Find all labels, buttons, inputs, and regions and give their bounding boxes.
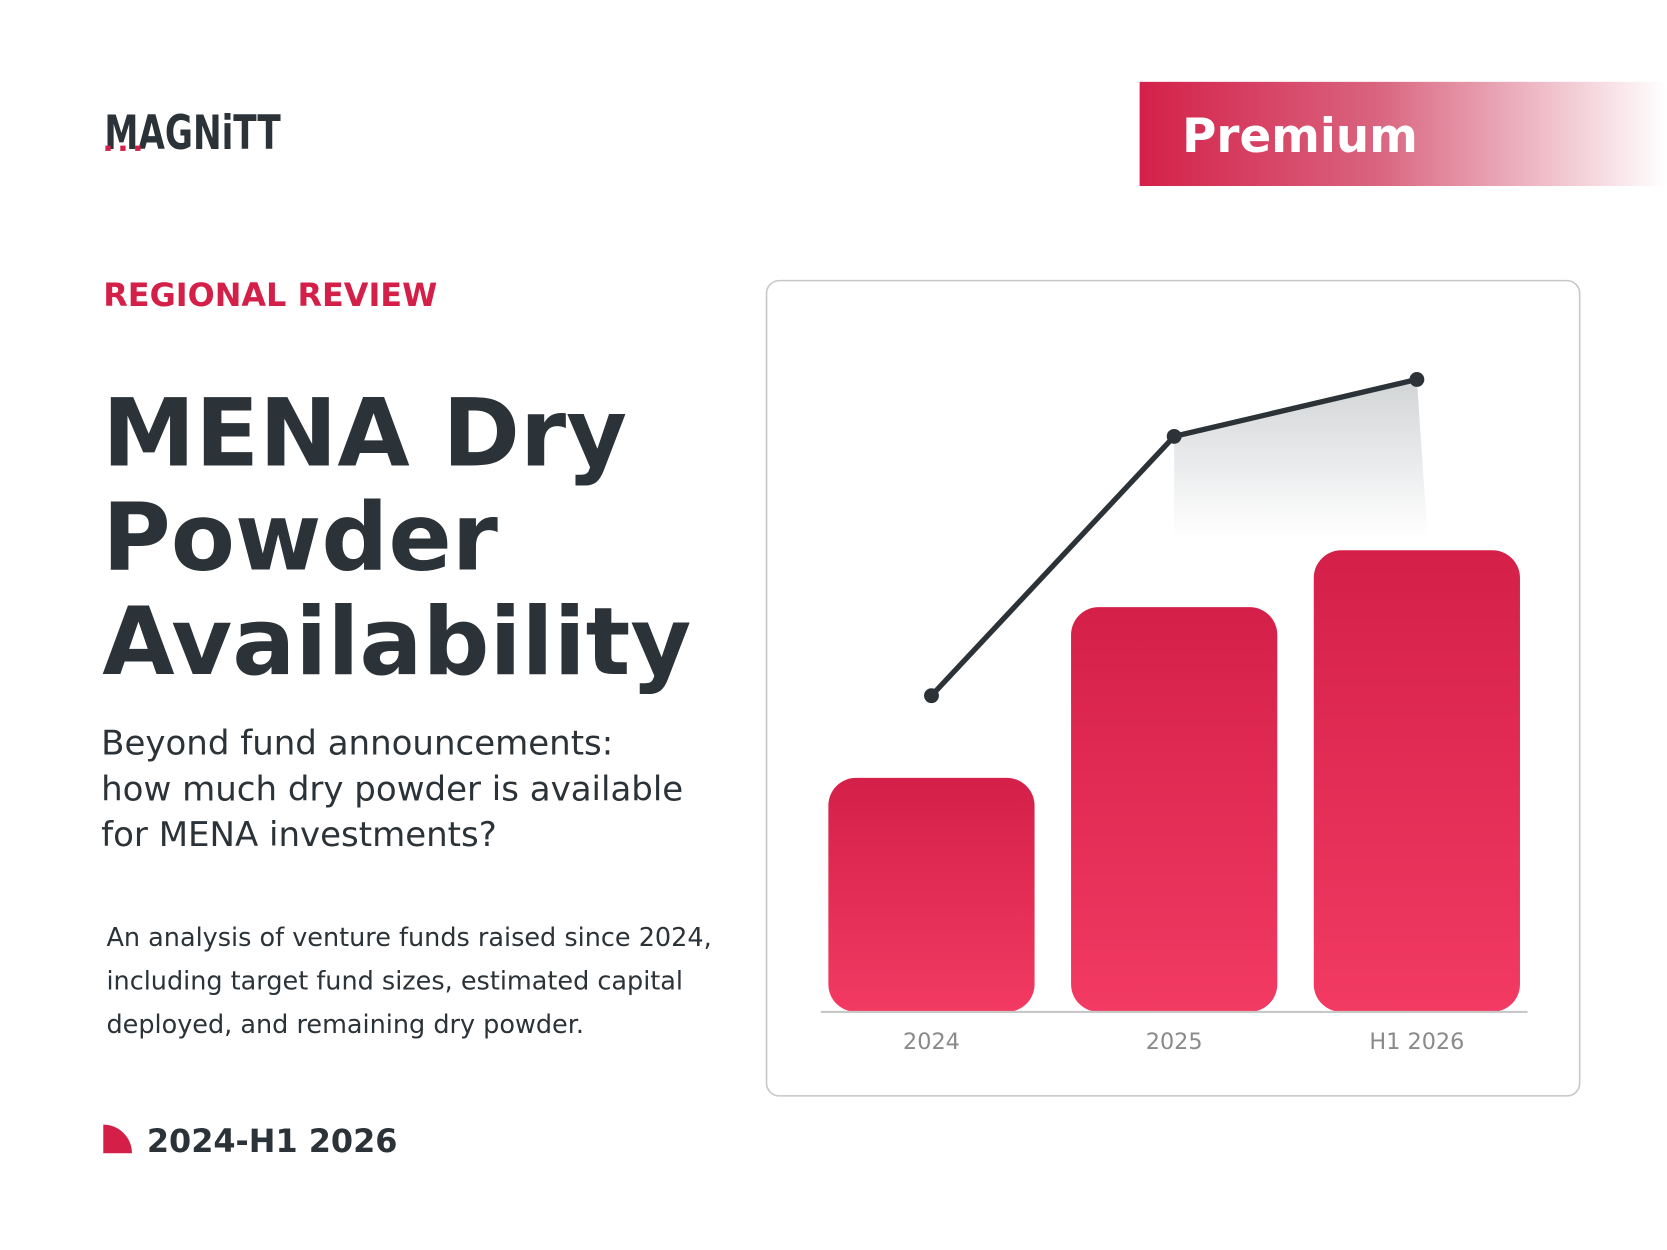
x-tick-label: 2024 <box>903 1029 960 1055</box>
line-point <box>924 688 939 704</box>
logo-dot <box>105 145 111 151</box>
bar <box>1071 607 1278 1012</box>
bar <box>828 777 1035 1012</box>
x-tick-label: H1 2026 <box>1369 1029 1464 1055</box>
period-icon <box>103 1124 132 1154</box>
badge-text: Premium <box>1182 110 1418 164</box>
description-line: deployed, and remaining dry powder. <box>106 1010 584 1040</box>
description-line: including target fund sizes, estimated c… <box>106 967 683 997</box>
subtitle-line: how much dry powder is available <box>101 769 683 809</box>
description-line: An analysis of venture funds raised sinc… <box>106 923 711 953</box>
logo-dot <box>135 145 141 151</box>
logo-text: MAGNiTT <box>104 107 281 161</box>
logo: MAGNiTT <box>104 107 281 161</box>
line-shade <box>1174 379 1428 538</box>
title-line: Availability <box>102 588 691 697</box>
line-point <box>1166 428 1182 444</box>
subtitle-line: for MENA investments? <box>101 815 497 855</box>
eyebrow: REGIONAL REVIEW <box>103 276 437 314</box>
premium-badge <box>1139 81 1667 187</box>
x-tick-label: 2025 <box>1146 1029 1203 1055</box>
chart: 2024 2025 H1 2026 <box>820 372 1528 1055</box>
period: 2024-H1 2026 <box>147 1122 398 1160</box>
title-line: MENA Dry <box>102 380 627 489</box>
line-point <box>1409 372 1425 387</box>
logo-dot <box>120 145 126 151</box>
bar <box>1313 550 1520 1012</box>
subtitle-line: Beyond fund announcements: <box>101 724 613 764</box>
title-line: Powder <box>102 484 498 593</box>
